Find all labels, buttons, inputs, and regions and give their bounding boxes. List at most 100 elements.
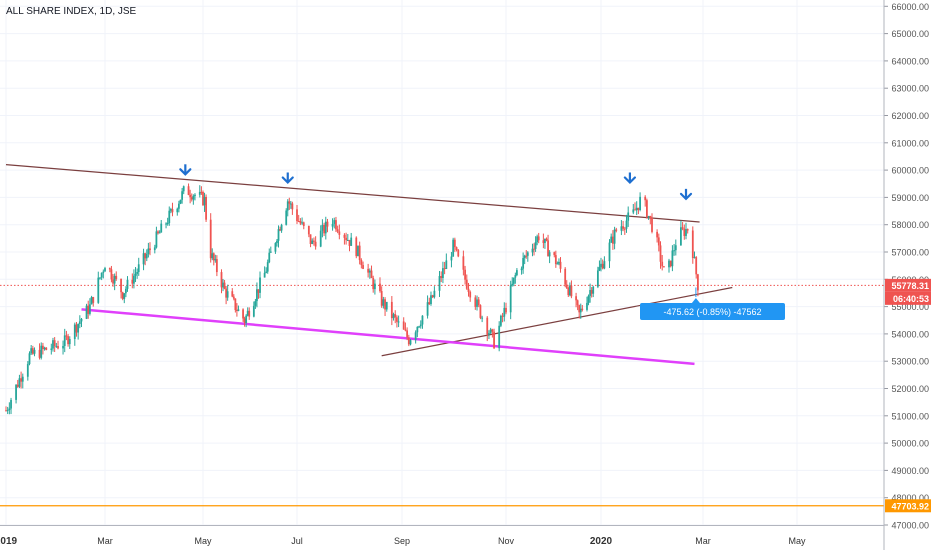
candle-body: [265, 271, 268, 273]
candle: [179, 199, 182, 205]
candle: [108, 267, 111, 273]
candle-body: [671, 250, 674, 267]
candle: [488, 330, 490, 340]
candle-body: [392, 314, 395, 319]
candle: [514, 272, 517, 284]
candle-body: [153, 247, 156, 251]
candle: [610, 233, 613, 244]
candle-body: [160, 223, 163, 233]
candle-body: [333, 220, 336, 224]
candle: [426, 295, 429, 319]
candle: [350, 232, 353, 246]
candle-body: [620, 226, 623, 231]
trendline-magenta-line[interactable]: [81, 308, 695, 366]
candle: [481, 315, 484, 323]
candle: [97, 271, 100, 304]
candle-body: [548, 252, 551, 257]
candle: [102, 269, 105, 279]
candle: [587, 294, 590, 306]
candle: [656, 229, 658, 243]
candle-body: [285, 210, 288, 225]
candle-body: [516, 270, 518, 276]
candle: [491, 328, 494, 338]
candle-body: [289, 203, 292, 205]
candle-body: [404, 329, 407, 331]
candle: [394, 310, 397, 324]
candle-body: [203, 196, 206, 206]
x-tick-label: Sep: [394, 536, 410, 546]
candle-body: [168, 210, 171, 224]
candle-body: [414, 332, 417, 341]
candle: [384, 297, 386, 317]
candle-body: [113, 275, 116, 284]
candle-body: [225, 288, 228, 298]
candle: [467, 282, 470, 297]
y-tick-label: 47000.00: [891, 521, 929, 531]
candle-body: [547, 240, 549, 257]
candle-body: [254, 301, 257, 306]
candle: [202, 190, 204, 207]
candle-body: [663, 266, 665, 268]
candle-body: [33, 349, 36, 354]
candle-body: [600, 263, 602, 268]
candle-body: [345, 237, 348, 241]
candle: [368, 268, 371, 279]
candle: [257, 289, 260, 299]
candle: [20, 371, 23, 389]
candle-body: [433, 290, 436, 298]
candle: [346, 234, 349, 242]
candle: [620, 220, 623, 236]
candle-body: [407, 337, 410, 345]
trendline-upper-resistance[interactable]: [5, 164, 700, 223]
candle-body: [505, 307, 507, 313]
trendline-lower-support[interactable]: [381, 286, 733, 357]
measure-box: [640, 303, 785, 320]
candle: [533, 243, 535, 256]
candle-body: [26, 364, 29, 377]
candle-body: [416, 326, 419, 333]
candle-body: [242, 309, 244, 319]
candle-body: [603, 261, 606, 269]
chart-title: ALL SHARE INDEX, 1D, JSE: [6, 6, 137, 17]
candle-body: [245, 315, 248, 323]
candle: [78, 315, 81, 329]
candle: [433, 286, 436, 299]
candle: [404, 322, 407, 332]
candle: [192, 194, 195, 205]
candle: [63, 328, 66, 353]
candle-body: [5, 410, 7, 412]
candle: [465, 274, 468, 290]
trendlines[interactable]: [0, 164, 884, 507]
candle-body: [531, 248, 534, 253]
candle-body: [685, 229, 687, 236]
candle-body: [232, 296, 235, 299]
price-axis[interactable]: 47000.00 48000.00 49000.00 50000.00 51000.00…: [883, 0, 931, 550]
candle-body: [99, 277, 101, 279]
candle: [523, 254, 526, 265]
candle: [242, 308, 244, 322]
candle: [414, 330, 417, 344]
countdown-badge: 06:40:53: [885, 291, 931, 305]
candle-body: [634, 209, 636, 211]
candle: [45, 347, 48, 351]
candle-body: [178, 203, 180, 209]
candle: [567, 286, 570, 297]
candle: [520, 266, 523, 275]
candle: [222, 278, 224, 292]
candle-body: [570, 285, 573, 297]
candle: [88, 298, 91, 316]
candle-body: [137, 264, 140, 273]
candle: [556, 261, 559, 265]
candle-body: [30, 348, 33, 354]
candle-body: [589, 290, 591, 296]
candle: [65, 330, 68, 341]
candle-body: [534, 242, 537, 249]
arrow-head: [679, 192, 693, 201]
candle-body: [87, 305, 90, 314]
x-tick-label: Mar: [97, 536, 113, 546]
candle-body: [268, 252, 271, 263]
candle: [348, 239, 351, 252]
candle: [493, 328, 495, 350]
